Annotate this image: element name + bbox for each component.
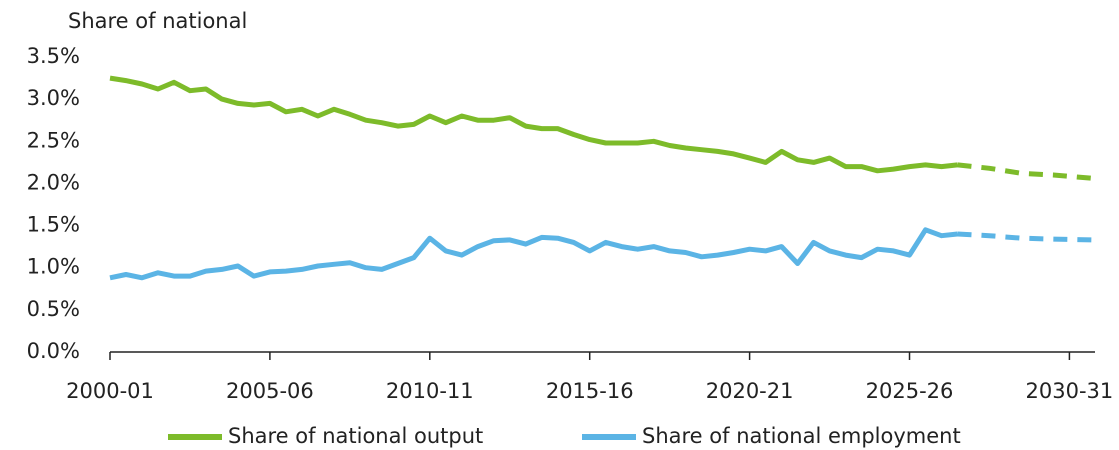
y-tick-label: 2.5% [27,128,80,152]
y-axis-label: Share of national [68,9,247,33]
x-tick-label: 2000-01 [66,379,154,403]
y-tick-label: 3.0% [27,86,80,110]
forecast-line [957,231,1094,243]
x-tick-label: 2025-26 [866,379,954,403]
y-tick-label: 3.5% [27,44,80,68]
y-tick-label: 0.0% [27,339,80,363]
legend-label: Share of national employment [642,424,961,448]
series-line [109,227,958,281]
series-line [109,75,958,174]
x-tick-label: 2020-21 [706,379,794,403]
x-tick-label: 2005-06 [226,379,314,403]
y-tick-label: 1.0% [27,255,80,279]
y-tick-label: 0.5% [27,297,80,321]
x-tick-label: 2015-16 [546,379,634,403]
y-tick-label: 2.0% [27,170,80,194]
legend-label: Share of national output [228,424,483,448]
x-tick-label: 2030-31 [1026,379,1114,403]
x-tick-label: 2010-11 [386,379,474,403]
y-tick-label: 1.5% [27,213,80,237]
forecast-line [957,162,1094,181]
